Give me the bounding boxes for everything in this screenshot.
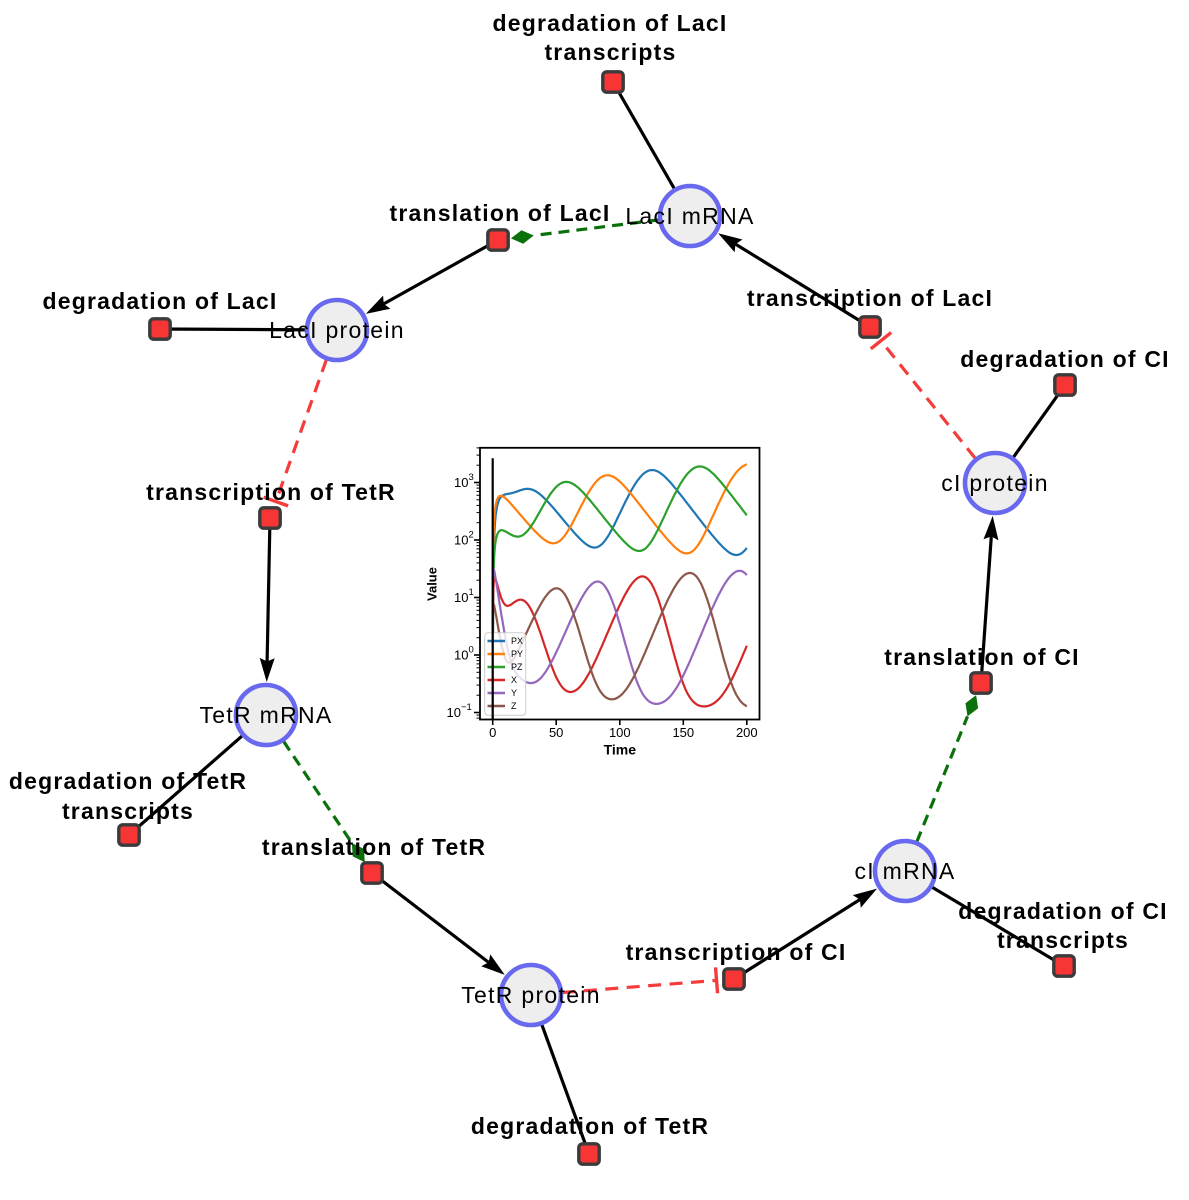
svg-text:1: 1 (469, 587, 474, 598)
svg-text:TetR protein: TetR protein (461, 982, 601, 1008)
svg-text:transcripts: transcripts (62, 798, 194, 824)
svg-text:degradation of TetR: degradation of TetR (471, 1113, 709, 1139)
svg-text:Z: Z (511, 701, 517, 711)
svg-text:Time: Time (604, 742, 637, 758)
svg-text:cI mRNA: cI mRNA (854, 858, 955, 884)
svg-text:LacI mRNA: LacI mRNA (625, 203, 754, 229)
svg-text:translation of TetR: translation of TetR (262, 834, 486, 860)
svg-text:100: 100 (609, 725, 631, 740)
svg-text:transcription of CI: transcription of CI (626, 939, 847, 965)
svg-text:translation of CI: translation of CI (884, 644, 1079, 670)
svg-text:10: 10 (454, 648, 468, 663)
svg-text:3: 3 (469, 472, 474, 483)
svg-text:50: 50 (549, 725, 563, 740)
svg-text:X: X (511, 675, 517, 685)
svg-text:degradation of LacI: degradation of LacI (43, 288, 278, 314)
svg-text:10: 10 (454, 590, 468, 605)
svg-text:TetR mRNA: TetR mRNA (199, 702, 332, 728)
svg-text:translation of LacI: translation of LacI (390, 200, 611, 226)
svg-text:transcripts: transcripts (544, 39, 676, 65)
svg-text:transcription of TetR: transcription of TetR (146, 479, 396, 505)
svg-text:Y: Y (511, 688, 517, 698)
svg-text:0: 0 (469, 645, 474, 656)
svg-text:10: 10 (447, 705, 461, 720)
svg-text:200: 200 (736, 725, 758, 740)
svg-text:150: 150 (672, 725, 694, 740)
svg-text:−1: −1 (461, 702, 472, 713)
svg-text:cI protein: cI protein (941, 470, 1049, 496)
svg-text:10: 10 (454, 475, 468, 490)
svg-text:PY: PY (511, 649, 523, 659)
svg-text:LacI protein: LacI protein (269, 317, 405, 343)
svg-text:transcripts: transcripts (997, 927, 1129, 953)
svg-text:Value: Value (425, 567, 440, 601)
svg-text:degradation of CI: degradation of CI (960, 346, 1170, 372)
svg-text:10: 10 (454, 533, 468, 548)
svg-text:0: 0 (489, 725, 496, 740)
svg-text:2: 2 (469, 530, 474, 541)
svg-text:PZ: PZ (511, 662, 523, 672)
svg-text:degradation of CI: degradation of CI (958, 898, 1168, 924)
svg-text:PX: PX (511, 636, 523, 646)
svg-text:degradation of LacI: degradation of LacI (493, 10, 728, 36)
svg-text:degradation of TetR: degradation of TetR (9, 768, 247, 794)
svg-text:transcription of LacI: transcription of LacI (747, 285, 993, 311)
